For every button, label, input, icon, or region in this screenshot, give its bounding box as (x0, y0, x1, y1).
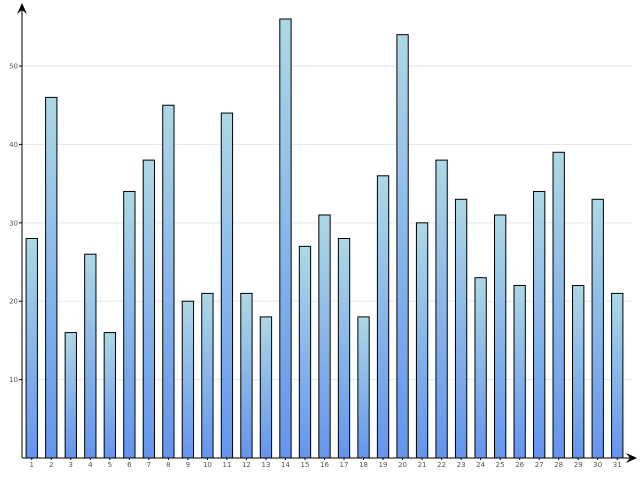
y-tick-label: 50 (9, 63, 18, 71)
x-tick-label: 1 (30, 461, 34, 469)
y-tick-label: 10 (9, 376, 18, 384)
bar-8 (162, 104, 175, 459)
x-tick-label: 22 (437, 461, 446, 469)
x-tick-label: 26 (515, 461, 524, 469)
bar-11 (220, 112, 234, 459)
bar-3 (64, 332, 77, 459)
bar-1 (25, 238, 38, 459)
bar-31 (611, 292, 624, 459)
y-tick-label: 40 (9, 141, 18, 149)
bar-22 (435, 159, 448, 459)
x-tick-label: 6 (127, 461, 132, 469)
bar-14 (279, 18, 292, 459)
x-tick-label: 29 (574, 461, 583, 469)
x-tick-label: 24 (476, 461, 485, 469)
x-tick-label: 19 (379, 461, 388, 469)
bar-4 (84, 253, 97, 459)
bar-12 (240, 292, 253, 459)
y-tick-label: 20 (9, 298, 18, 306)
axes (17, 3, 637, 463)
bar-25 (493, 214, 507, 459)
bar-5 (103, 332, 116, 459)
bar-10 (201, 292, 214, 459)
x-tick-label: 20 (398, 461, 407, 469)
bar-15 (298, 245, 312, 459)
x-tick-label: 11 (222, 461, 231, 469)
bar-17 (337, 238, 351, 459)
bar-23 (454, 198, 468, 459)
x-tick-label: 27 (535, 461, 544, 469)
bar-19 (376, 175, 390, 459)
bar-21 (415, 222, 429, 459)
bar-28 (552, 151, 565, 459)
x-tick-label: 10 (203, 461, 212, 469)
x-tick-label: 5 (108, 461, 112, 469)
x-tick-label: 25 (496, 461, 505, 469)
bar-2 (45, 96, 58, 459)
x-tick-label: 15 (301, 461, 310, 469)
x-tick-label: 17 (340, 461, 349, 469)
y-axis-arrow (17, 3, 27, 14)
bar-30 (591, 198, 604, 459)
bar-29 (572, 285, 585, 459)
bar-6 (123, 190, 136, 459)
bar-9 (181, 300, 195, 459)
x-tick-label: 18 (359, 461, 368, 469)
x-tick-label: 13 (261, 461, 270, 469)
x-tick-label: 8 (166, 461, 170, 469)
x-tick-label: 12 (242, 461, 251, 469)
x-tick-label: 31 (613, 461, 622, 469)
bar-27 (533, 190, 546, 459)
x-tick-label: 23 (457, 461, 466, 469)
bar-24 (474, 277, 487, 459)
x-tick-label: 14 (281, 461, 290, 469)
y-tick-label: 30 (9, 219, 18, 227)
bar-7 (142, 159, 156, 459)
x-tick-label: 7 (147, 461, 151, 469)
bar-26 (513, 285, 526, 459)
x-tick-label: 28 (554, 461, 563, 469)
x-tick-label: 16 (320, 461, 329, 469)
bar-18 (357, 316, 370, 459)
x-tick-label: 4 (88, 461, 93, 469)
bar-13 (259, 316, 273, 459)
x-tick-label: 3 (69, 461, 73, 469)
bars (25, 18, 624, 460)
x-tick-label: 30 (593, 461, 602, 469)
bar-16 (318, 214, 331, 459)
bar-20 (396, 34, 409, 459)
x-axis-arrow (626, 453, 637, 463)
x-tick-label: 21 (418, 461, 427, 469)
x-tick-label: 9 (186, 461, 190, 469)
x-tick-label: 2 (49, 461, 53, 469)
